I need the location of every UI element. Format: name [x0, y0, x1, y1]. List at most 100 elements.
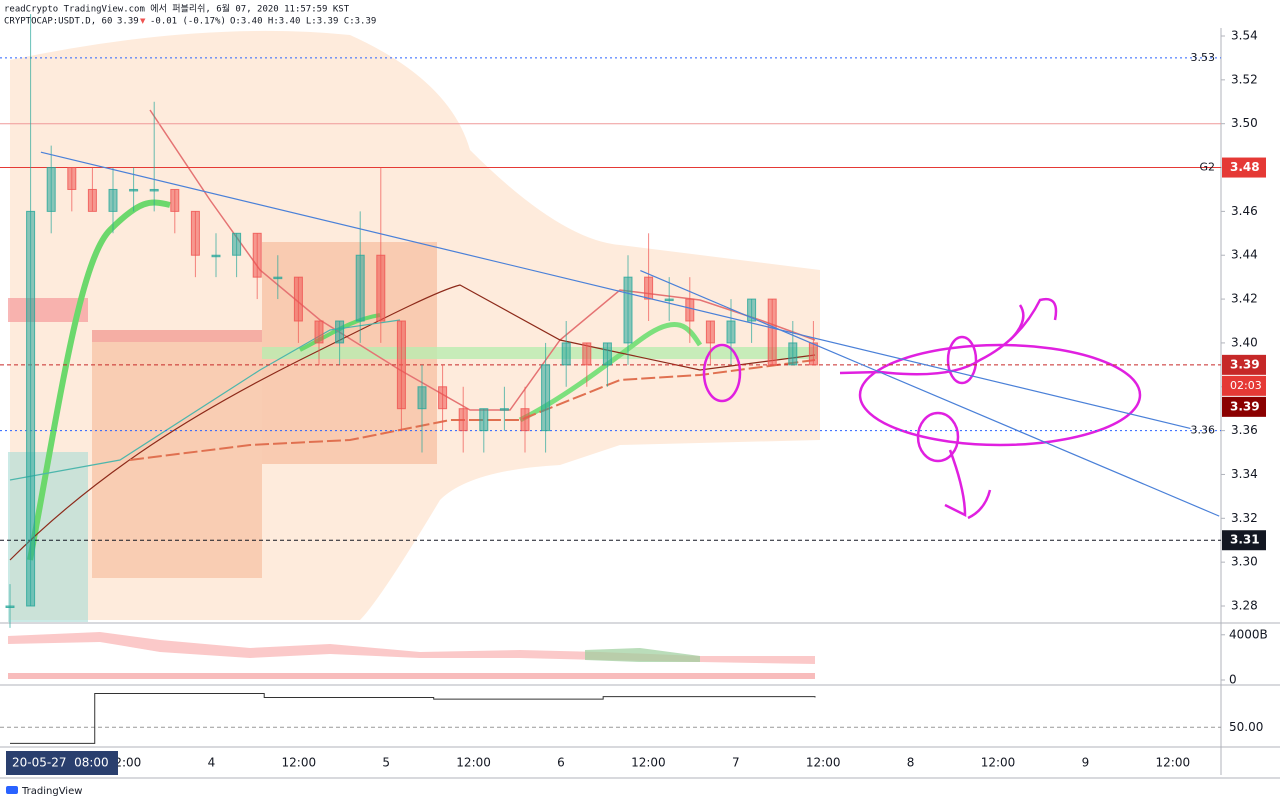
ma-ribbon [518, 321, 703, 423]
y-tick-label: 3.36 [1231, 423, 1258, 437]
candle-body [458, 408, 468, 432]
x-tick-label: 12:00 [1156, 756, 1191, 770]
candle-body [67, 167, 77, 190]
symbol: CRYPTOCAP:USDT.D, 60 [4, 17, 112, 27]
ma-line [149, 109, 816, 411]
y-tick-label: 3.28 [1231, 599, 1258, 613]
y-tick-label: 3.42 [1231, 292, 1258, 306]
change: -0.01 (-0.17%) [150, 17, 226, 27]
level-badge [1222, 530, 1266, 551]
x-tick-label: 12:00 [981, 756, 1016, 770]
candle-body [438, 386, 448, 410]
y-tick-label: 3.32 [1231, 511, 1258, 525]
candle-body [335, 320, 345, 344]
candle-body [520, 408, 530, 432]
candle-body [211, 254, 221, 258]
volume-ribbon [8, 632, 815, 679]
candle-body [26, 210, 36, 607]
candle-body [417, 386, 427, 410]
annotation-circle [702, 343, 742, 403]
x-tick-label: 7 [732, 756, 740, 770]
volume-bars [8, 673, 815, 679]
zone-box [8, 452, 88, 622]
level-note: G2 [1199, 161, 1215, 174]
level-label: 3.48 [1230, 160, 1260, 174]
candle-body [293, 276, 303, 322]
candle-body [664, 298, 674, 302]
ma-line [9, 319, 401, 481]
time-badge [6, 751, 118, 775]
level-badge [1222, 157, 1266, 178]
candle-body [252, 232, 262, 278]
candle-body [5, 605, 15, 608]
y-tick-label: 4000B [1229, 627, 1268, 641]
pane-borders [0, 28, 1280, 779]
x-tick-label: 12:00 [282, 756, 317, 770]
candle-body [355, 254, 365, 322]
candle-body [232, 232, 242, 256]
candle-body [170, 188, 180, 212]
candle-body [767, 298, 777, 366]
time-badge-label: 20-05-27 08:00 [12, 756, 109, 770]
countdown: 02:03 [1230, 379, 1262, 392]
ma-line [129, 359, 816, 461]
candle-body [808, 342, 818, 366]
y-tick-label: 3.54 [1231, 29, 1258, 43]
annotation-circle [946, 335, 978, 385]
candle-body [644, 276, 654, 300]
x-tick-label: 12:00 [631, 756, 666, 770]
publisher: readCrypto TradingView.com 에서 퍼블리쉬, 6월 0… [4, 3, 350, 15]
level-badge [1222, 354, 1266, 375]
y-tick-label: 50.00 [1229, 720, 1263, 734]
brand-logo [6, 786, 18, 794]
candle-body [726, 320, 736, 344]
countdown-badge [1222, 375, 1266, 396]
indicator-line [10, 692, 816, 744]
x-tick-label: 5 [382, 756, 390, 770]
candle-body [46, 167, 56, 212]
level-label: 3.31 [1230, 533, 1260, 547]
candle-body [705, 320, 715, 344]
close-label: 3.39 [1230, 399, 1260, 413]
ma-line [9, 284, 816, 561]
annotation-scribble [944, 449, 992, 520]
x-tick-label: 4 [208, 756, 216, 770]
brand: TradingView [21, 786, 82, 797]
annotation-circle [858, 343, 1142, 447]
candle-body [376, 254, 386, 322]
candle-body [541, 364, 551, 432]
hand-annotations [702, 297, 1142, 520]
y-tick-label: 3.30 [1231, 555, 1258, 569]
candle-body [623, 276, 633, 344]
candle-body [149, 188, 159, 192]
y-tick-label: 3.50 [1231, 116, 1258, 130]
y-tick-label: 0 [1229, 673, 1237, 687]
x-tick-label: 12:00 [806, 756, 841, 770]
candle-body [582, 342, 592, 366]
zone-box [92, 330, 262, 342]
candle-body [108, 188, 118, 212]
candle-body [129, 188, 139, 192]
level-label: 3.36 [1191, 424, 1216, 437]
annotation-circle [916, 411, 960, 463]
y-tick-label: 3.40 [1231, 335, 1258, 349]
candle-body [747, 298, 757, 322]
candle-body [273, 276, 283, 280]
ma-ribbon [27, 199, 171, 561]
candle-body [685, 298, 695, 322]
candle-body [190, 210, 200, 256]
change-arrow: ▼ [140, 17, 146, 27]
y-tick-label: 3.34 [1231, 467, 1258, 481]
x-tick-label: 8 [907, 756, 915, 770]
x-tick-label: 9 [1082, 756, 1090, 770]
close-badge [1222, 396, 1266, 417]
candle-body [602, 342, 612, 366]
x-tick-label: 12:00 [456, 756, 491, 770]
ohlc: O:3.40 H:3.40 L:3.39 C:3.39 [230, 17, 376, 27]
annotation-scribble [839, 297, 1058, 376]
candle-body [396, 320, 406, 410]
candles [5, 14, 818, 628]
candle-body [788, 342, 798, 366]
annotation-scribble [1009, 304, 1025, 341]
